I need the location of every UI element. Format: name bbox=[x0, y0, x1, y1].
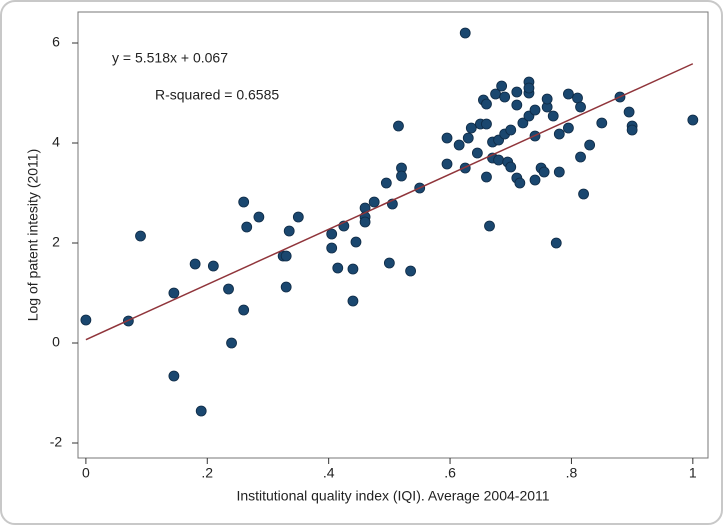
data-point bbox=[538, 166, 550, 178]
x-tick-label: .4 bbox=[323, 465, 335, 481]
data-point bbox=[368, 196, 380, 208]
data-point bbox=[441, 132, 453, 144]
x-tick-label: .8 bbox=[566, 465, 578, 481]
data-point bbox=[283, 225, 295, 237]
data-point bbox=[481, 118, 492, 130]
data-point bbox=[223, 283, 234, 295]
data-point bbox=[459, 27, 471, 39]
y-tick-label: 6 bbox=[52, 34, 60, 50]
data-point bbox=[441, 158, 453, 170]
data-point bbox=[207, 260, 219, 272]
fit-line bbox=[85, 63, 694, 341]
data-point bbox=[359, 216, 371, 228]
data-point bbox=[238, 304, 250, 316]
data-point bbox=[168, 287, 180, 299]
data-point bbox=[380, 177, 392, 189]
r-squared-annotation: R-squared = 0.6585 bbox=[155, 87, 279, 103]
data-point bbox=[626, 124, 638, 136]
y-tick-label: 0 bbox=[52, 334, 60, 350]
data-point bbox=[292, 211, 304, 223]
data-point bbox=[550, 237, 562, 249]
data-point bbox=[253, 211, 265, 223]
data-point bbox=[405, 265, 417, 277]
data-point bbox=[687, 114, 699, 126]
data-point bbox=[80, 314, 92, 326]
data-point bbox=[505, 161, 517, 173]
x-tick-label: .2 bbox=[201, 465, 213, 481]
data-point bbox=[484, 220, 495, 232]
data-point bbox=[238, 196, 250, 208]
plot-area bbox=[77, 11, 709, 459]
data-point bbox=[547, 110, 559, 122]
data-point bbox=[575, 151, 586, 163]
data-point bbox=[493, 154, 505, 166]
data-point bbox=[471, 147, 483, 159]
data-point bbox=[523, 82, 535, 94]
data-point bbox=[347, 295, 359, 307]
data-point bbox=[529, 174, 541, 186]
data-point bbox=[553, 166, 565, 178]
data-point bbox=[481, 171, 492, 183]
data-point bbox=[326, 242, 338, 254]
x-axis-label: Institutional quality index (IQI). Avera… bbox=[236, 488, 549, 504]
data-point bbox=[350, 236, 362, 248]
y-tick-label: 4 bbox=[52, 134, 60, 150]
data-point bbox=[332, 262, 344, 274]
y-axis-label: Log of patent intesity (2011) bbox=[25, 149, 41, 322]
data-point bbox=[168, 370, 180, 382]
data-point bbox=[514, 177, 526, 189]
data-point bbox=[226, 337, 237, 349]
data-point bbox=[563, 88, 574, 100]
data-point bbox=[505, 124, 517, 136]
data-point bbox=[465, 122, 477, 134]
data-point bbox=[326, 228, 338, 240]
data-point bbox=[195, 405, 207, 417]
data-point bbox=[541, 93, 553, 105]
data-point bbox=[189, 258, 201, 270]
data-point bbox=[529, 104, 541, 116]
data-point bbox=[584, 139, 596, 151]
data-point bbox=[578, 188, 589, 200]
equation-annotation: y = 5.518x + 0.067 bbox=[112, 50, 228, 66]
x-tick-label: 0 bbox=[82, 465, 90, 481]
data-point bbox=[623, 106, 635, 118]
data-point bbox=[596, 117, 608, 129]
data-point bbox=[383, 257, 395, 269]
data-point bbox=[481, 98, 492, 110]
data-point bbox=[517, 117, 529, 129]
data-point bbox=[496, 80, 508, 92]
x-tick-label: .6 bbox=[444, 465, 456, 481]
data-point bbox=[462, 132, 474, 144]
y-tick-label: -2 bbox=[50, 434, 63, 450]
data-point bbox=[553, 128, 565, 140]
y-tick-label: 2 bbox=[52, 234, 60, 250]
data-point bbox=[511, 99, 523, 111]
data-point bbox=[241, 221, 253, 233]
data-point bbox=[563, 122, 574, 134]
data-point bbox=[396, 170, 407, 182]
data-point bbox=[280, 281, 292, 293]
data-point bbox=[499, 91, 511, 103]
data-point bbox=[575, 101, 586, 113]
data-point bbox=[280, 250, 292, 262]
data-point bbox=[135, 230, 146, 242]
x-tick-label: 1 bbox=[689, 465, 697, 481]
data-point bbox=[453, 139, 465, 151]
data-point bbox=[511, 86, 523, 98]
data-point bbox=[393, 120, 404, 132]
data-point bbox=[572, 92, 583, 104]
data-point bbox=[347, 263, 359, 275]
